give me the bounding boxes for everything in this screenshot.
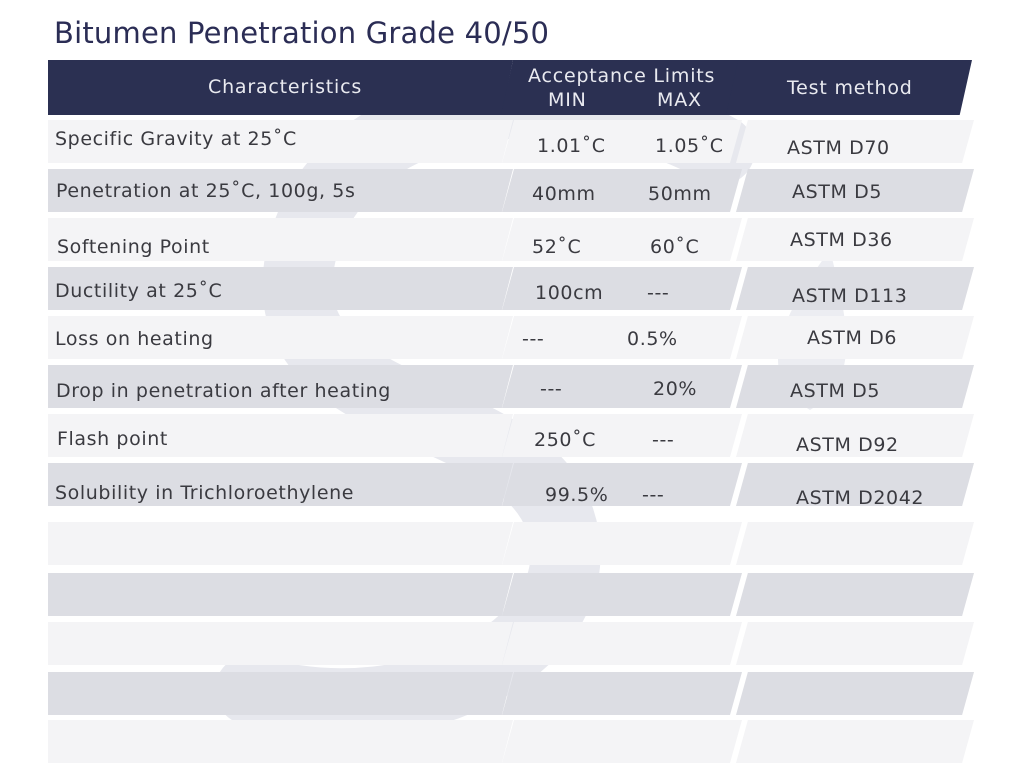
row-cell-method	[736, 267, 974, 310]
row-test-method: ASTM D113	[792, 285, 908, 307]
header-min: MIN	[548, 89, 587, 111]
row-cell-method	[736, 169, 974, 212]
row-cell-limits	[502, 720, 742, 763]
row-cell-limits	[502, 573, 742, 616]
row-min-value: 99.5%	[545, 484, 609, 506]
row-test-method: ASTM D5	[792, 181, 883, 203]
row-max-value: ---	[652, 429, 675, 451]
row-max-value: 20%	[653, 378, 698, 400]
row-cell-method	[736, 522, 974, 565]
row-cell-characteristic	[48, 463, 513, 506]
row-max-value: ---	[647, 282, 670, 304]
row-max-value: ---	[642, 484, 665, 506]
row-cell-method	[736, 463, 974, 506]
row-cell-characteristic	[48, 672, 513, 715]
row-test-method: ASTM D6	[807, 327, 898, 349]
row-max-value: 1.05˚C	[655, 135, 724, 157]
row-characteristic: Drop in penetration after heating	[56, 380, 391, 402]
row-cell-characteristic	[48, 720, 513, 763]
row-cell-method	[736, 672, 974, 715]
row-cell-characteristic	[48, 573, 513, 616]
page-title: Bitumen Penetration Grade 40/50	[54, 16, 550, 50]
row-cell-limits	[502, 463, 742, 506]
header-characteristics: Characteristics	[208, 76, 363, 98]
row-test-method: ASTM D92	[796, 434, 899, 456]
header-method-cell	[726, 60, 972, 115]
row-cell-limits	[502, 365, 742, 408]
row-test-method: ASTM D5	[790, 380, 881, 402]
row-cell-limits	[502, 169, 742, 212]
row-characteristic: Softening Point	[57, 236, 210, 258]
row-cell-characteristic	[48, 414, 513, 457]
row-cell-limits	[502, 522, 742, 565]
row-min-value: ---	[540, 378, 563, 400]
row-min-value: ---	[522, 328, 545, 350]
header-acceptance-limits: Acceptance Limits	[528, 65, 716, 87]
header-max: MAX	[657, 89, 702, 111]
row-min-value: 1.01˚C	[537, 135, 606, 157]
row-cell-method	[736, 365, 974, 408]
row-max-value: 60˚C	[650, 236, 700, 258]
row-min-value: 52˚C	[532, 236, 582, 258]
row-cell-limits	[502, 120, 742, 163]
row-cell-method	[736, 218, 974, 261]
row-cell-limits	[502, 218, 742, 261]
header-test-method: Test method	[787, 77, 913, 99]
row-characteristic: Flash point	[57, 428, 168, 450]
row-cell-method	[736, 120, 974, 163]
row-characteristic: Ductility at 25˚C	[55, 280, 223, 302]
row-cell-characteristic	[48, 169, 513, 212]
row-characteristic: Penetration at 25˚C, 100g, 5s	[56, 180, 356, 202]
row-max-value: 0.5%	[627, 328, 678, 350]
row-cell-limits	[502, 414, 742, 457]
row-max-value: 50mm	[648, 183, 712, 205]
row-cell-method	[736, 573, 974, 616]
row-cell-characteristic	[48, 218, 513, 261]
row-characteristic: Loss on heating	[55, 328, 214, 350]
row-cell-characteristic	[48, 522, 513, 565]
row-characteristic: Specific Gravity at 25˚C	[55, 128, 297, 150]
header-characteristics-cell	[48, 60, 513, 115]
row-min-value: 100cm	[535, 282, 604, 304]
row-cell-method	[736, 720, 974, 763]
row-cell-characteristic	[48, 120, 513, 163]
row-cell-limits	[502, 622, 742, 665]
row-cell-method	[736, 316, 974, 359]
row-cell-limits	[502, 316, 742, 359]
row-test-method: ASTM D36	[790, 229, 893, 251]
row-characteristic: Solubility in Trichloroethylene	[55, 482, 355, 504]
row-cell-limits	[502, 267, 742, 310]
row-cell-method	[736, 414, 974, 457]
row-cell-limits	[502, 672, 742, 715]
row-cell-characteristic	[48, 316, 513, 359]
row-test-method: ASTM D2042	[796, 487, 925, 509]
row-cell-characteristic	[48, 622, 513, 665]
row-min-value: 250˚C	[534, 429, 597, 451]
row-test-method: ASTM D70	[787, 137, 890, 159]
header-acceptance-cell	[501, 60, 741, 115]
row-min-value: 40mm	[532, 183, 596, 205]
row-cell-method	[736, 622, 974, 665]
row-cell-characteristic	[48, 267, 513, 310]
row-cell-characteristic	[48, 365, 513, 408]
